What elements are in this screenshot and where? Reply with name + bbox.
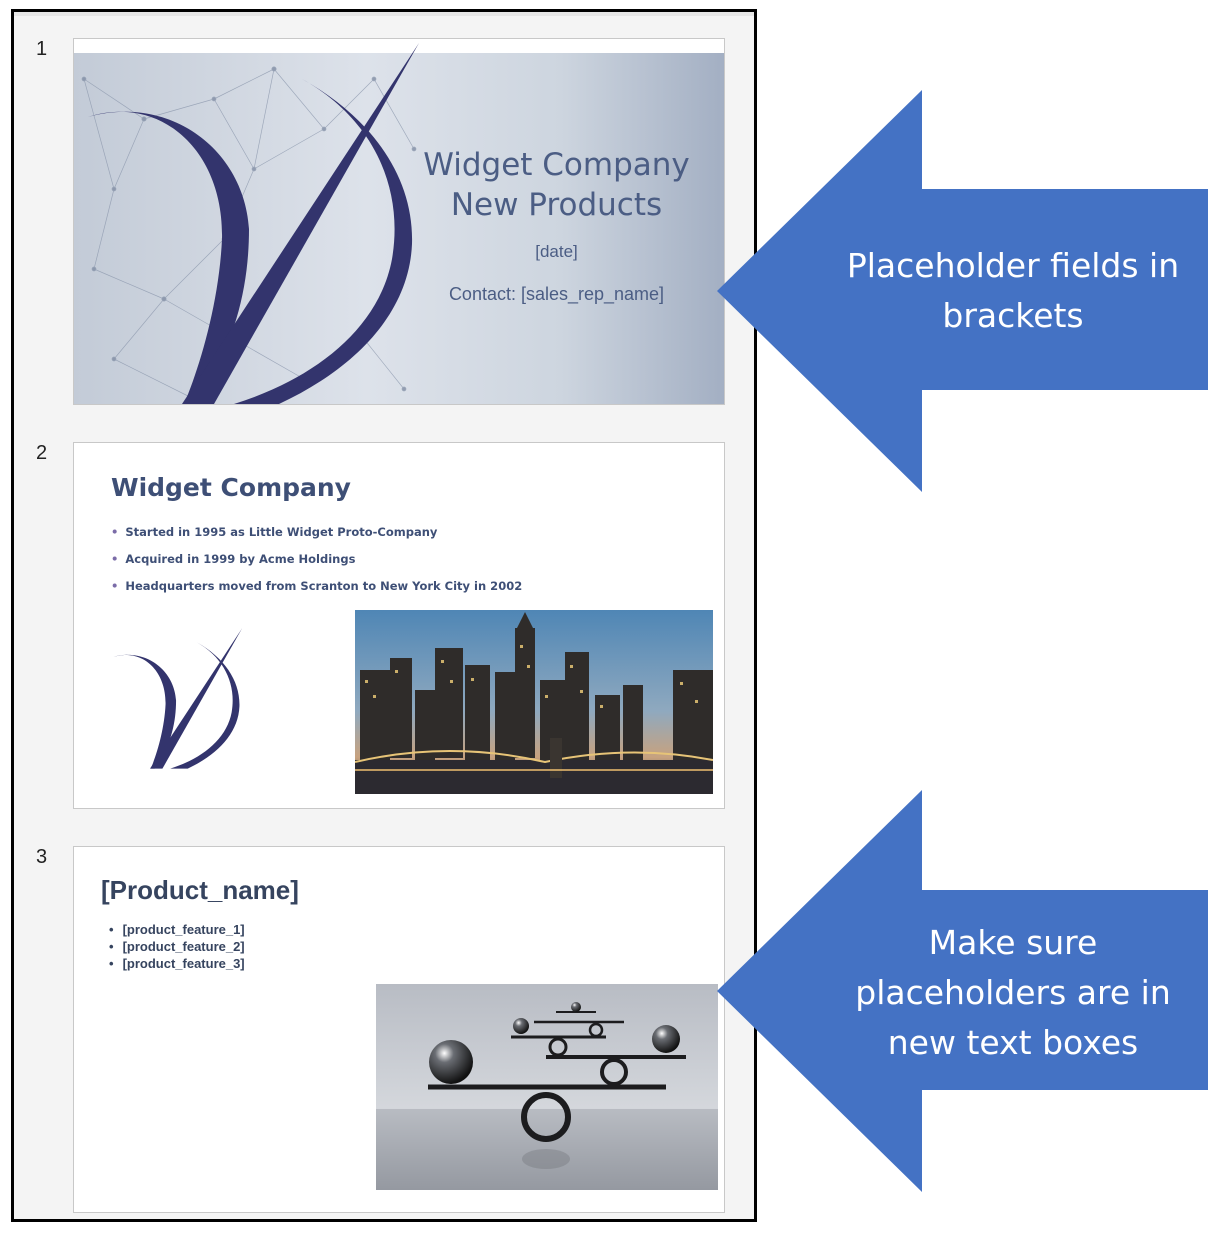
- slide-thumbnail-1[interactable]: Widget Company New Products [date] Conta…: [73, 38, 725, 405]
- list-item: • [product_feature_3]: [109, 956, 245, 971]
- list-item: • Headquarters moved from Scranton to New…: [111, 579, 523, 593]
- widget-logo-large: [88, 43, 419, 404]
- list-item: • [product_feature_2]: [109, 939, 245, 954]
- slide-2-title: Widget Company: [111, 473, 351, 502]
- callout-text: Placeholder fields in brackets: [846, 246, 1180, 335]
- slide-1-title-line1: Widget Company: [423, 147, 690, 183]
- product-name-placeholder: [Product_name]: [101, 875, 299, 905]
- slide-thumbnail-3[interactable]: [Product_name] • [product_feature_1] • [pr…: [73, 846, 725, 1213]
- slide-number-2: 2: [36, 442, 48, 464]
- date-placeholder: [date]: [535, 242, 578, 261]
- slide-thumbnail-panel: 1: [11, 9, 757, 1222]
- balance-spheres-photo: [376, 984, 718, 1190]
- list-item: • [product_feature_1]: [109, 922, 245, 937]
- slide-number-1: 1: [36, 38, 48, 60]
- callout-text: Make sure placeholders are in new text b…: [855, 923, 1171, 1062]
- list-item: • Started in 1995 as Little Widget Proto-…: [111, 525, 438, 539]
- slide-1-title-line2: New Products: [450, 187, 663, 223]
- callout-arrow-new-text-boxes: Make sure placeholders are in new text b…: [717, 790, 1208, 1192]
- callout-arrow-placeholder-fields: Placeholder fields in brackets: [717, 90, 1208, 492]
- left-arrow-shape: [717, 790, 1208, 1192]
- city-skyline-photo: [355, 610, 713, 794]
- widget-logo-small: [113, 628, 243, 769]
- left-arrow-shape: [717, 90, 1208, 492]
- slide-1-title: Widget Company New Products: [394, 145, 719, 225]
- slide-2-bullet-list: • Started in 1995 as Little Widget Proto-…: [111, 519, 522, 600]
- contact-placeholder: Contact: [sales_rep_name]: [448, 284, 665, 304]
- list-item: • Acquired in 1999 by Acme Holdings: [111, 552, 356, 566]
- panel-top-border: [14, 12, 754, 16]
- slide-3-bullet-list: • [product_feature_1] • [product_feature_2…: [109, 921, 245, 972]
- slide-number-3: 3: [36, 846, 48, 868]
- slide-thumbnail-2[interactable]: Widget Company • Started in 1995 as Littl…: [73, 442, 725, 809]
